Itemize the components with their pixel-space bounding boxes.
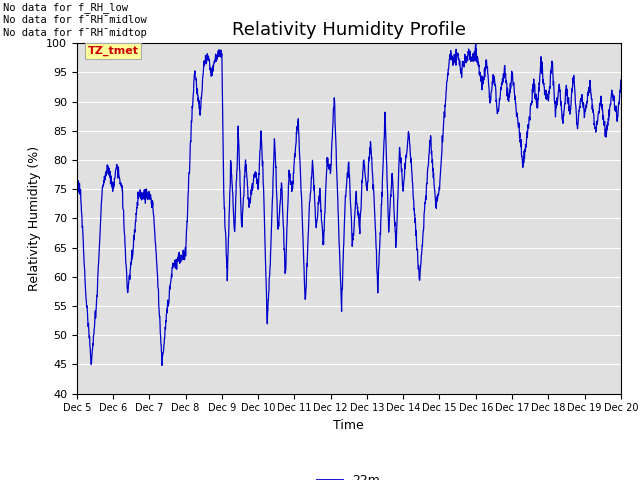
Text: No data for f_RH_low: No data for f_RH_low bbox=[3, 2, 128, 13]
Text: No data for f¯RH¯midlow: No data for f¯RH¯midlow bbox=[3, 15, 147, 25]
Text: No data for f¯RH¯midtop: No data for f¯RH¯midtop bbox=[3, 28, 147, 38]
Y-axis label: Relativity Humidity (%): Relativity Humidity (%) bbox=[28, 146, 40, 291]
X-axis label: Time: Time bbox=[333, 419, 364, 432]
Title: Relativity Humidity Profile: Relativity Humidity Profile bbox=[232, 21, 466, 39]
Text: TZ_tmet: TZ_tmet bbox=[88, 46, 139, 56]
Legend: 22m: 22m bbox=[312, 469, 385, 480]
